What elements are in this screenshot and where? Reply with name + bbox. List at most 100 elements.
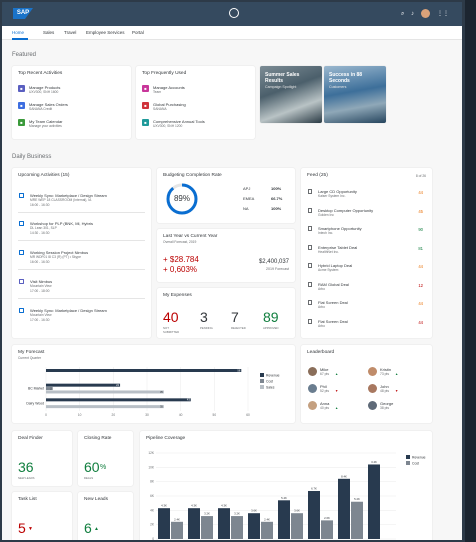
document-icon	[308, 281, 312, 287]
activity-title[interactable]: Weekly Sync: Marketplace / Design Stream	[30, 193, 107, 198]
task-list-card[interactable]: Task List 5 ▼	[12, 492, 72, 540]
activity-title[interactable]: Working Session Project Nimbus	[30, 250, 89, 255]
pipeline-card[interactable]: Pipeline Coverage 12K 10K 8K 6K 4K 2K 0 4.3K 2.4…	[140, 431, 432, 540]
grid-icon[interactable]: ⋮⋮	[437, 11, 449, 17]
feed-item-title[interactable]: Large CD Opportunity	[318, 189, 357, 194]
feed-item-title[interactable]: Desktop Computer Opportunity	[318, 207, 374, 213]
bar	[188, 508, 200, 539]
feed-item-value: 44	[418, 301, 423, 306]
list-item-sub: SANANA Credit	[29, 107, 53, 111]
region-label: NA	[243, 206, 249, 211]
tab-travel[interactable]: Travel	[64, 30, 77, 35]
bell-icon[interactable]: ♪	[411, 11, 414, 17]
list-item-title[interactable]: My Team Calendar	[29, 119, 63, 124]
bar	[261, 521, 273, 539]
bar	[46, 405, 164, 409]
person-avatar[interactable]	[368, 401, 377, 410]
feed-item-title[interactable]: Hybrid Laptop Deal	[318, 263, 353, 268]
launchpad-page: SAP ⌕ ♪ ⋮⋮ Home Sales Travel Employee Se…	[2, 2, 462, 540]
tick-label: 4K	[150, 508, 155, 512]
divider	[18, 298, 145, 299]
sap-logo[interactable]: SAP	[13, 8, 33, 19]
feed-item-title[interactable]: Flat Screen Deal	[318, 300, 348, 305]
data-label: 58	[237, 368, 240, 372]
expense-label: REJECTED	[231, 326, 246, 330]
feed-item-sub: HealthNet Inc.	[318, 249, 339, 254]
last-year-card[interactable]: Last Year vs Current Year Overall Foreca…	[157, 229, 295, 282]
feed-item-title[interactable]: Enterprise Tablet Deal	[318, 244, 358, 250]
upcoming-activities-card[interactable]: Upcoming Activities (15) Weekly Sync: Ma…	[12, 168, 151, 338]
forecast-card[interactable]: My Forecast Current Quarter 0 10 20 30 40 50 6…	[12, 345, 295, 423]
legend-swatch	[406, 461, 410, 465]
person-avatar[interactable]	[368, 384, 377, 393]
list-item-title[interactable]: Global Purchasing	[153, 102, 186, 107]
bar	[158, 508, 170, 539]
feed-item-value: 44	[418, 264, 423, 269]
app-icon: ■	[142, 85, 149, 92]
user-avatar[interactable]	[421, 9, 430, 18]
activity-title[interactable]: Weekly Sync: Marketplace / Design Stream	[30, 308, 107, 313]
tab-sales[interactable]: Sales	[43, 30, 55, 35]
tab-employee-services[interactable]: Employee Services	[86, 30, 125, 35]
person-name: Phil	[320, 384, 327, 389]
list-item-title[interactable]: Manage Products	[29, 85, 61, 90]
data-label: 3.4K	[371, 460, 377, 464]
expense-value: 89	[263, 309, 279, 325]
card-title: Task List	[18, 497, 37, 502]
closing-rate-card[interactable]: Closing Rate 60 % DEALS	[78, 431, 133, 486]
activity-time: 14:30 - 16:30	[30, 231, 50, 235]
person-avatar[interactable]	[368, 367, 377, 376]
list-item-title[interactable]: Comprehensive Annual Tools	[153, 119, 205, 124]
feed-item-title[interactable]: RAM Global Deal	[318, 281, 349, 287]
feed-item-sub: Arbo	[318, 323, 325, 328]
bar	[231, 516, 243, 539]
list-item-title[interactable]: Manage Accounts	[153, 85, 185, 90]
news-tile-summer-sales[interactable]: Summer Sales Results Campaign Spotlight	[260, 66, 322, 123]
delta-percent: + 0,603%	[163, 265, 198, 274]
expenses-card[interactable]: My Expenses 40 NOT SUBMITTED 3 PENDING 7…	[157, 288, 295, 338]
divider	[18, 212, 145, 213]
recent-activities-card[interactable]: Top Recent Activities ■ Manage Products …	[12, 66, 131, 139]
copilot-icon[interactable]	[229, 8, 239, 18]
deal-finder-card[interactable]: Deal Finder 36 NEW LEADS	[12, 431, 72, 486]
calendar-icon	[19, 221, 24, 226]
expense-label: NOT SUBMITTED	[163, 326, 180, 334]
activity-title[interactable]: Workshop for PLP (BNK, Ml, Hybris	[30, 221, 93, 226]
feed-item-value: 81	[418, 245, 423, 251]
person-avatar[interactable]	[308, 401, 317, 410]
person-points: 40 pts	[320, 406, 329, 410]
feed-item-title[interactable]: Smartphone Opportunity	[318, 226, 362, 231]
feed-item-sub: Arbo	[318, 286, 325, 291]
feed-item-title[interactable]: Flat Screen Deal	[318, 318, 348, 324]
leaderboard-card[interactable]: Leaderboard Mike 67 pts ▲ Kristin 73 pts ▲ Phi…	[301, 345, 432, 423]
legend-label: Cost	[266, 380, 273, 384]
frequently-used-card[interactable]: Top Frequently Used ■ Manage Accounts Te…	[136, 66, 255, 139]
search-icon[interactable]: ⌕	[401, 11, 405, 17]
person-avatar[interactable]	[308, 367, 317, 376]
news-title: Summer Sales Results	[265, 72, 300, 84]
expense-value: 40	[163, 309, 179, 325]
person-name: Anna	[320, 401, 330, 406]
tab-portal[interactable]: Portal	[132, 30, 144, 35]
card-title: Top Recent Activities	[18, 71, 63, 76]
section-daily-business: Daily Business	[12, 154, 52, 160]
feed-card[interactable]: Feed (25) 8 of 26 Large CD Opportunity Ka…	[301, 168, 432, 338]
news-tile-success[interactable]: Success in 88 Seconds Customers	[324, 66, 386, 123]
tick-label: 0	[45, 413, 47, 417]
closing-value: 60	[84, 459, 100, 475]
tick-label: 6K	[150, 494, 155, 498]
card-title: Last Year vs Current Year	[163, 234, 218, 239]
activity-title[interactable]: Visit Nimbus	[30, 279, 53, 284]
tab-home[interactable]: Home	[12, 30, 25, 35]
divider	[18, 240, 145, 241]
list-item-sub: Manage your activities	[29, 124, 62, 128]
bar	[201, 516, 213, 539]
bar	[278, 500, 290, 539]
region-value: 66.7%	[271, 196, 283, 201]
legend-swatch	[260, 373, 264, 377]
list-item-title[interactable]: Manage Sales Orders	[29, 102, 68, 107]
budgeting-card[interactable]: Budgeting Completion Rate 89% APJ 100% E…	[157, 168, 295, 223]
person-avatar[interactable]	[308, 384, 317, 393]
new-leads-card[interactable]: New Leads 6 ▲	[78, 492, 133, 540]
activity-location: Mountain View	[30, 313, 52, 317]
